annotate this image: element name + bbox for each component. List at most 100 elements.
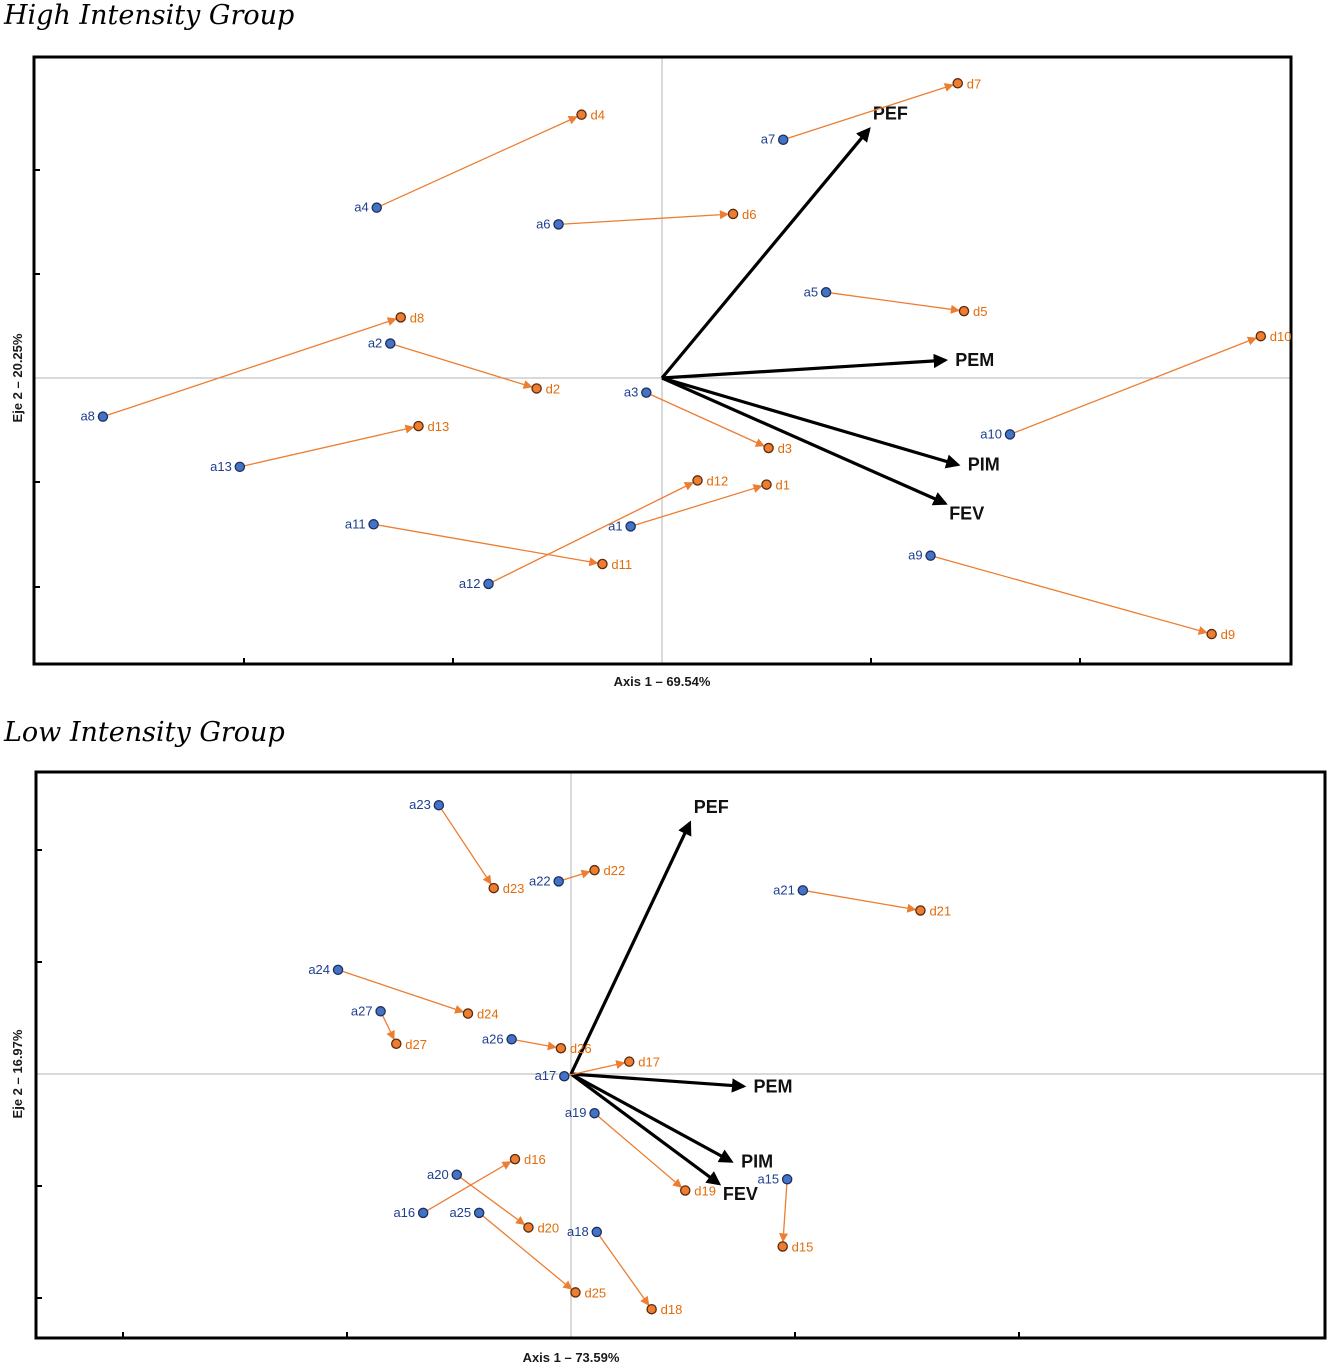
- plot-frame-low: [34, 770, 1327, 1340]
- point-label-d1: d1: [776, 478, 790, 493]
- point-d13: [413, 420, 424, 432]
- vector-label-pem: PEM: [753, 1076, 792, 1096]
- change-arrow-a15-d15: [779, 1179, 789, 1243]
- change-arrow-a10-d10: [1009, 336, 1257, 436]
- point-d5: [958, 305, 970, 317]
- point-label-d21: d21: [929, 903, 951, 918]
- point-d11: [597, 558, 608, 570]
- point-label-d8: d8: [410, 310, 424, 325]
- point-d21: [915, 905, 926, 916]
- point-a24: [332, 964, 344, 976]
- point-label-d23: d23: [503, 881, 525, 896]
- point-d15: [777, 1241, 788, 1252]
- point-label-d18: d18: [661, 1302, 683, 1317]
- point-label-d12: d12: [707, 473, 729, 488]
- point-label-d13: d13: [428, 419, 450, 434]
- point-label-d9: d9: [1221, 627, 1235, 642]
- tick-marks-high: [34, 169, 1081, 664]
- point-label-a26: a26: [482, 1031, 504, 1046]
- change-arrow-a16-d16: [422, 1161, 512, 1214]
- point-d24: [462, 1008, 474, 1019]
- change-arrow-a20-d20: [456, 1174, 526, 1226]
- point-label-a18: a18: [567, 1224, 589, 1239]
- change-arrow-a6-d6: [558, 210, 729, 226]
- change-arrow-a13-d13: [239, 424, 415, 468]
- point-d9: [1206, 628, 1217, 640]
- change-arrow-a23-d23: [438, 804, 492, 885]
- point-a19: [589, 1107, 600, 1119]
- point-a7: [777, 134, 789, 145]
- point-a8: [97, 411, 109, 422]
- change-arrow-a25-d25: [478, 1212, 573, 1290]
- point-label-a4: a4: [354, 200, 368, 215]
- point-label-a3: a3: [624, 385, 638, 400]
- vector-pem: [570, 1072, 747, 1093]
- point-d12: [692, 475, 703, 486]
- change-arrow-a5-d5: [825, 291, 960, 314]
- point-a27: [375, 1006, 386, 1017]
- point-label-a8: a8: [80, 409, 94, 424]
- change-arrow-a12-d12: [488, 482, 694, 585]
- refline-group-high: [34, 57, 1291, 664]
- point-a4: [371, 202, 382, 213]
- x-axis-label-high: Axis 1 – 69.54%: [614, 674, 711, 689]
- y-axis-label-high: Eje 2 – 20.25%: [10, 333, 25, 422]
- vector-label-pef: PEF: [694, 797, 729, 817]
- point-label-d27: d27: [405, 1037, 427, 1052]
- point-label-a6: a6: [536, 216, 550, 231]
- point-label-a21: a21: [773, 882, 795, 897]
- point-label-a24: a24: [308, 962, 330, 977]
- point-a23: [433, 799, 445, 811]
- change-arrow-a24-d24: [337, 969, 465, 1014]
- point-d6: [727, 208, 739, 220]
- point-label-a11: a11: [345, 516, 366, 531]
- x-axis-label-low: Axis 1 – 73.59%: [523, 1350, 620, 1365]
- point-d3: [763, 442, 774, 454]
- point-d25: [570, 1287, 581, 1298]
- change-arrow-a3-d3: [646, 392, 765, 447]
- vector-label-pim: PIM: [968, 455, 1000, 475]
- point-label-a10: a10: [980, 426, 1002, 441]
- vector-pem: [661, 353, 949, 380]
- point-label-d19: d19: [694, 1183, 716, 1198]
- point-label-d25: d25: [584, 1285, 606, 1300]
- point-label-d22: d22: [604, 863, 626, 878]
- point-label-d10: d10: [1270, 329, 1292, 344]
- point-d23: [488, 882, 499, 894]
- change-arrow-a11-d11: [373, 523, 599, 567]
- point-label-a2: a2: [368, 336, 382, 351]
- point-label-a17: a17: [535, 1068, 557, 1083]
- point-label-a13: a13: [210, 459, 232, 474]
- point-label-d16: d16: [524, 1152, 546, 1167]
- change-arrow-a2-d2: [390, 342, 533, 389]
- vector-label-fev: FEV: [723, 1184, 758, 1204]
- change-arrow-a17-d17: [564, 1060, 626, 1077]
- point-label-a7: a7: [761, 132, 775, 147]
- point-d8: [395, 312, 406, 323]
- point-a20: [451, 1169, 463, 1181]
- vector-label-fev: FEV: [949, 503, 984, 523]
- point-label-a19: a19: [565, 1105, 587, 1120]
- point-d10: [1255, 330, 1267, 342]
- point-a26: [506, 1034, 517, 1045]
- point-label-d2: d2: [546, 381, 560, 396]
- point-a18: [591, 1226, 603, 1238]
- point-d1: [761, 479, 772, 490]
- change-arrow-a26-d26: [511, 1038, 557, 1051]
- point-a9: [925, 550, 936, 561]
- point-a6: [553, 219, 564, 230]
- point-label-d7: d7: [967, 76, 981, 91]
- point-d17: [623, 1056, 635, 1067]
- vector-pef: [569, 820, 692, 1075]
- point-label-a23: a23: [409, 797, 431, 812]
- point-label-d3: d3: [778, 441, 792, 456]
- point-a16: [417, 1207, 429, 1219]
- point-a13: [234, 461, 246, 473]
- point-a3: [641, 387, 652, 398]
- change-arrow-a22-d22: [558, 869, 591, 882]
- y-axis-label-low: Eje 2 – 16.97%: [10, 1029, 25, 1118]
- point-a17: [559, 1070, 570, 1082]
- point-label-a20: a20: [427, 1167, 449, 1182]
